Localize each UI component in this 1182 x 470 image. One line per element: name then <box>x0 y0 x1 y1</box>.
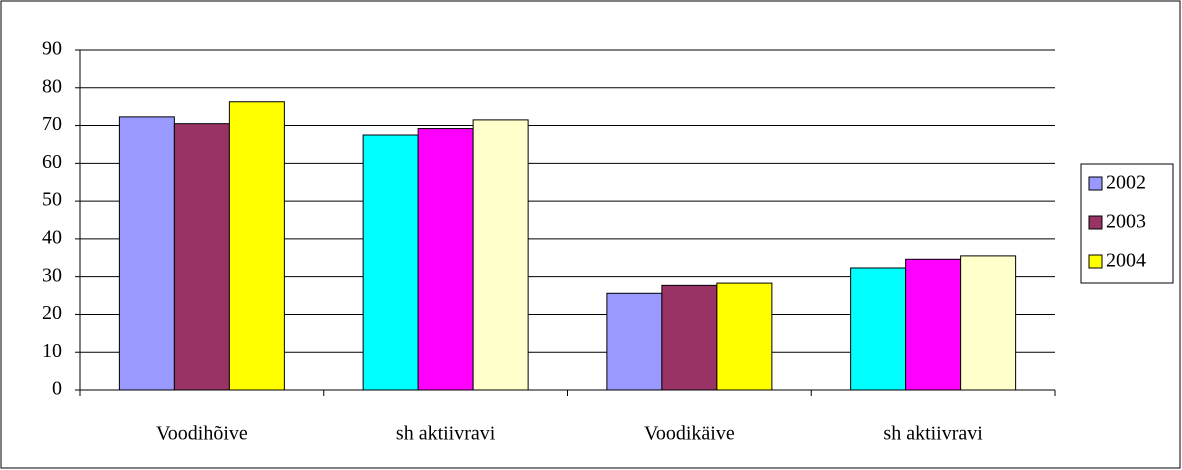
legend-swatch <box>1088 176 1103 191</box>
bar <box>228 101 285 391</box>
y-tick-label: 80 <box>42 75 62 97</box>
y-tick-label: 30 <box>42 264 62 286</box>
x-tick-label: Voodihõive <box>156 423 248 445</box>
bar <box>661 284 718 391</box>
y-tick-label: 90 <box>42 38 62 60</box>
bar <box>173 123 230 391</box>
bar <box>118 116 175 391</box>
y-tick-label: 20 <box>42 302 62 324</box>
bar <box>850 267 907 391</box>
bar <box>606 292 663 391</box>
y-tick-label: 0 <box>52 378 62 400</box>
legend-swatch <box>1088 254 1103 269</box>
legend-label: 2003 <box>1106 211 1146 233</box>
bar <box>417 128 474 391</box>
bar <box>960 255 1017 391</box>
bar <box>716 282 773 391</box>
legend-label: 2004 <box>1106 250 1146 272</box>
x-tick-label: sh aktiivravi <box>396 423 496 445</box>
legend-label: 2002 <box>1106 172 1146 194</box>
y-tick-label: 10 <box>42 340 62 362</box>
legend-swatch <box>1088 215 1103 230</box>
y-tick-label: 70 <box>42 113 62 135</box>
y-tick-label: 40 <box>42 226 62 248</box>
bar <box>905 258 962 391</box>
bar <box>472 119 529 391</box>
x-tick-label: sh aktiivravi <box>883 423 983 445</box>
x-tick-label: Voodikäive <box>644 423 735 445</box>
y-tick-label: 60 <box>42 151 62 173</box>
bar <box>362 134 419 391</box>
y-tick-label: 50 <box>42 189 62 211</box>
